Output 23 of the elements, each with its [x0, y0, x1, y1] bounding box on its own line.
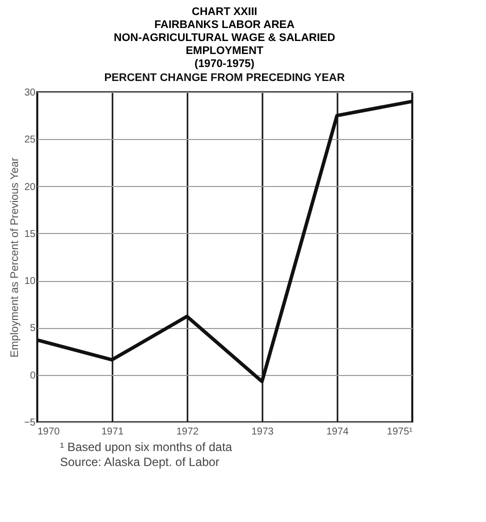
x-tick-label: 1972	[176, 426, 200, 438]
y-tick-label: 0	[30, 370, 36, 382]
source-note: Source: Alaska Dept. of Labor	[60, 455, 220, 470]
x-tick-label: 1974	[326, 426, 350, 438]
y-tick-label: 10	[24, 276, 36, 288]
y-tick-label: 15	[24, 228, 36, 240]
y-axis-title: Employment as Percent of Previous Year	[9, 157, 22, 358]
y-tick-label: −5	[24, 418, 36, 428]
text: (1970-1975)	[194, 58, 254, 70]
x-tick-label: 1971	[101, 426, 124, 438]
y-tick-label: 20	[24, 182, 36, 193]
x-tick-label: 1973	[251, 426, 274, 438]
text: FAIRBANKS LABOR AREA	[154, 19, 295, 31]
text: EMPLOYMENT	[186, 45, 264, 57]
y-tick-label: 5	[30, 323, 36, 334]
chart-subtitle: PERCENT CHANGE FROM PRECEDING YEAR	[104, 72, 345, 84]
x-tick-label: 1970	[38, 426, 60, 438]
y-tick-label: 25	[24, 134, 36, 146]
text: ¹ Based upon six months of data	[60, 440, 234, 455]
text: CHART XXIII	[192, 6, 258, 18]
text: NON-AGRICULTURAL WAGE & SALARIED	[114, 32, 336, 44]
y-tick-label: 30	[24, 88, 36, 98]
x-tick-label: 1975¹	[386, 426, 414, 438]
